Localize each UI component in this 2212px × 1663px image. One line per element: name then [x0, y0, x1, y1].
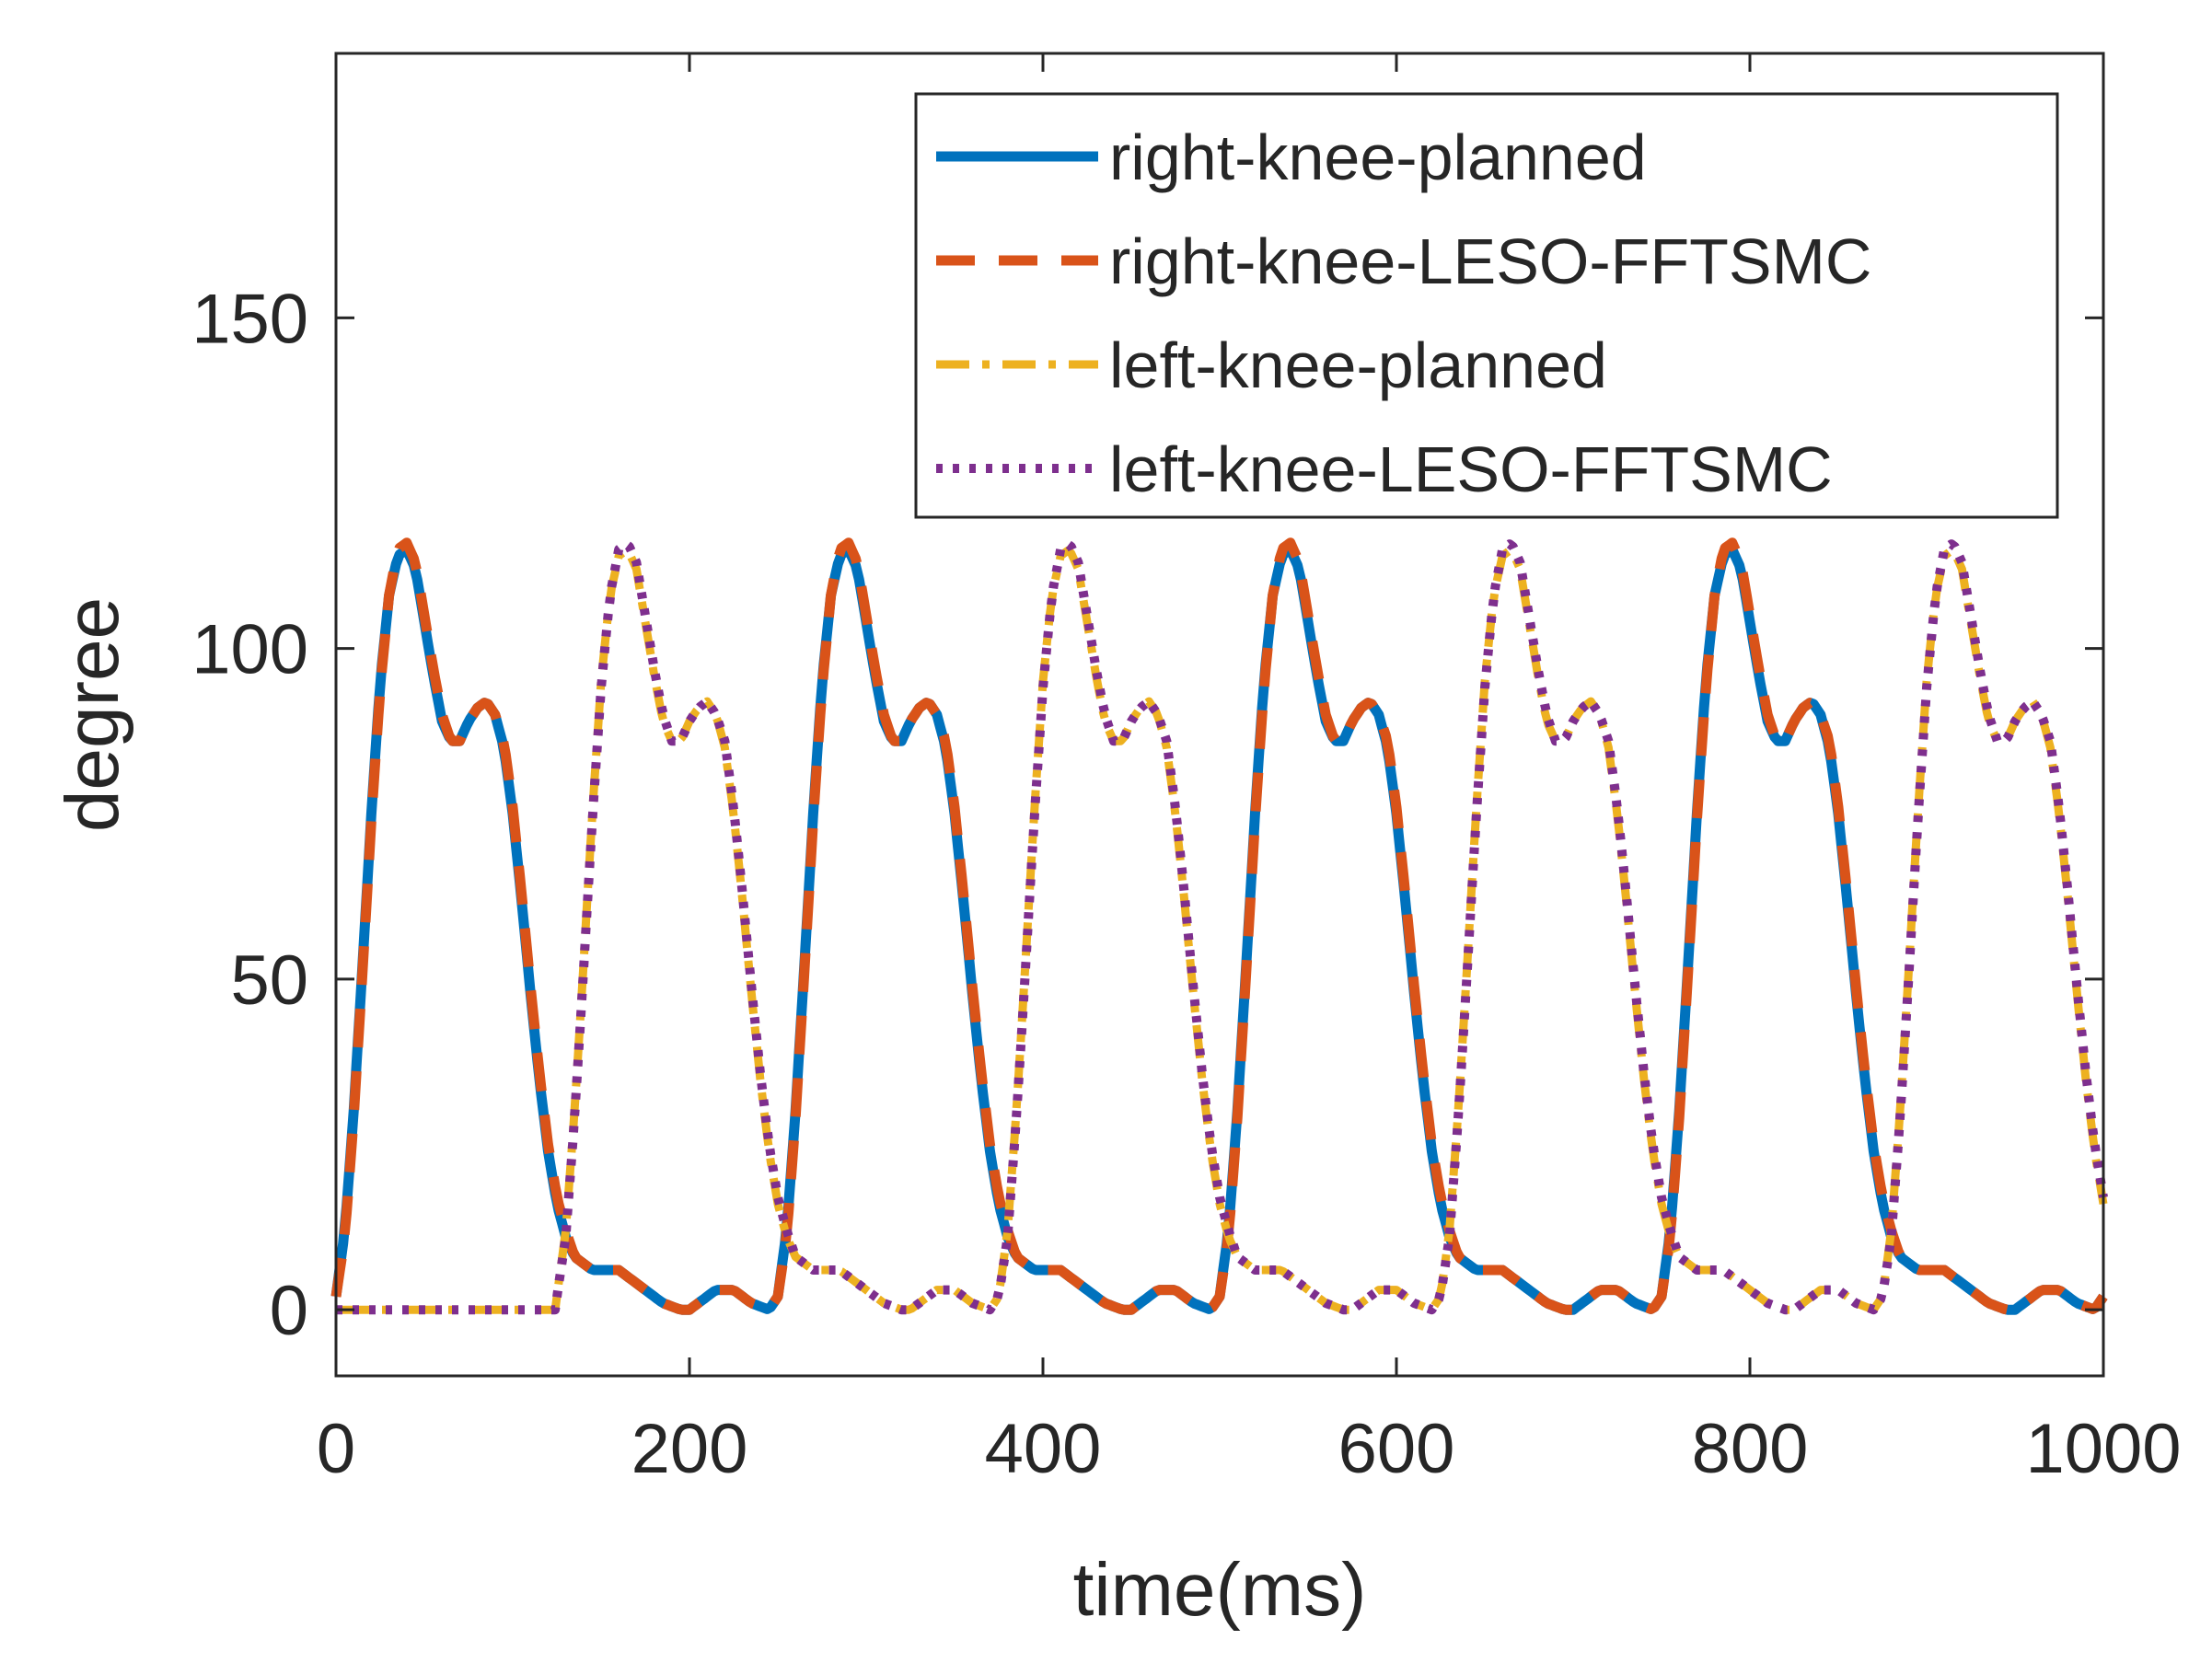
y-axis-title: degree — [51, 597, 134, 832]
legend-label-left-knee-planned: left-knee-planned — [1109, 329, 1607, 401]
x-axis-title: time(ms) — [1073, 1548, 1367, 1632]
x-tick-label: 600 — [1338, 1410, 1455, 1488]
x-tick-label: 1000 — [2025, 1410, 2181, 1488]
series-line-left-knee-leso-fftsmc — [334, 539, 2108, 1315]
y-tick-label: 100 — [191, 611, 308, 689]
legend-box — [914, 92, 2059, 519]
x-tick-label: 400 — [985, 1410, 1102, 1488]
y-tick-label: 150 — [191, 280, 308, 358]
plot-frame — [334, 52, 2105, 1378]
legend-label-right-knee-leso-fftsmc: right-knee-LESO-FFTSMC — [1109, 225, 1871, 297]
series-line-right-knee-leso-fftsmc — [330, 537, 2108, 1315]
legend-label-left-knee-leso-fftsmc: left-knee-LESO-FFTSMC — [1109, 433, 1833, 505]
y-tick-label: 50 — [230, 941, 308, 1020]
plot-lines — [330, 537, 2108, 1315]
x-tick-label: 0 — [317, 1410, 355, 1488]
legend: right-knee-planned right-knee-LESO-FFTSMC… — [914, 92, 2059, 519]
legend-label-right-knee-planned: right-knee-planned — [1109, 121, 1647, 193]
y-tick-label: 0 — [270, 1272, 308, 1350]
x-tick-label: 200 — [631, 1410, 748, 1488]
x-tick-label: 800 — [1692, 1410, 1809, 1488]
axes: 0 200 400 600 800 1000 0 50 100 150 — [191, 52, 2182, 1488]
series-line-left-knee-planned — [335, 546, 2108, 1314]
